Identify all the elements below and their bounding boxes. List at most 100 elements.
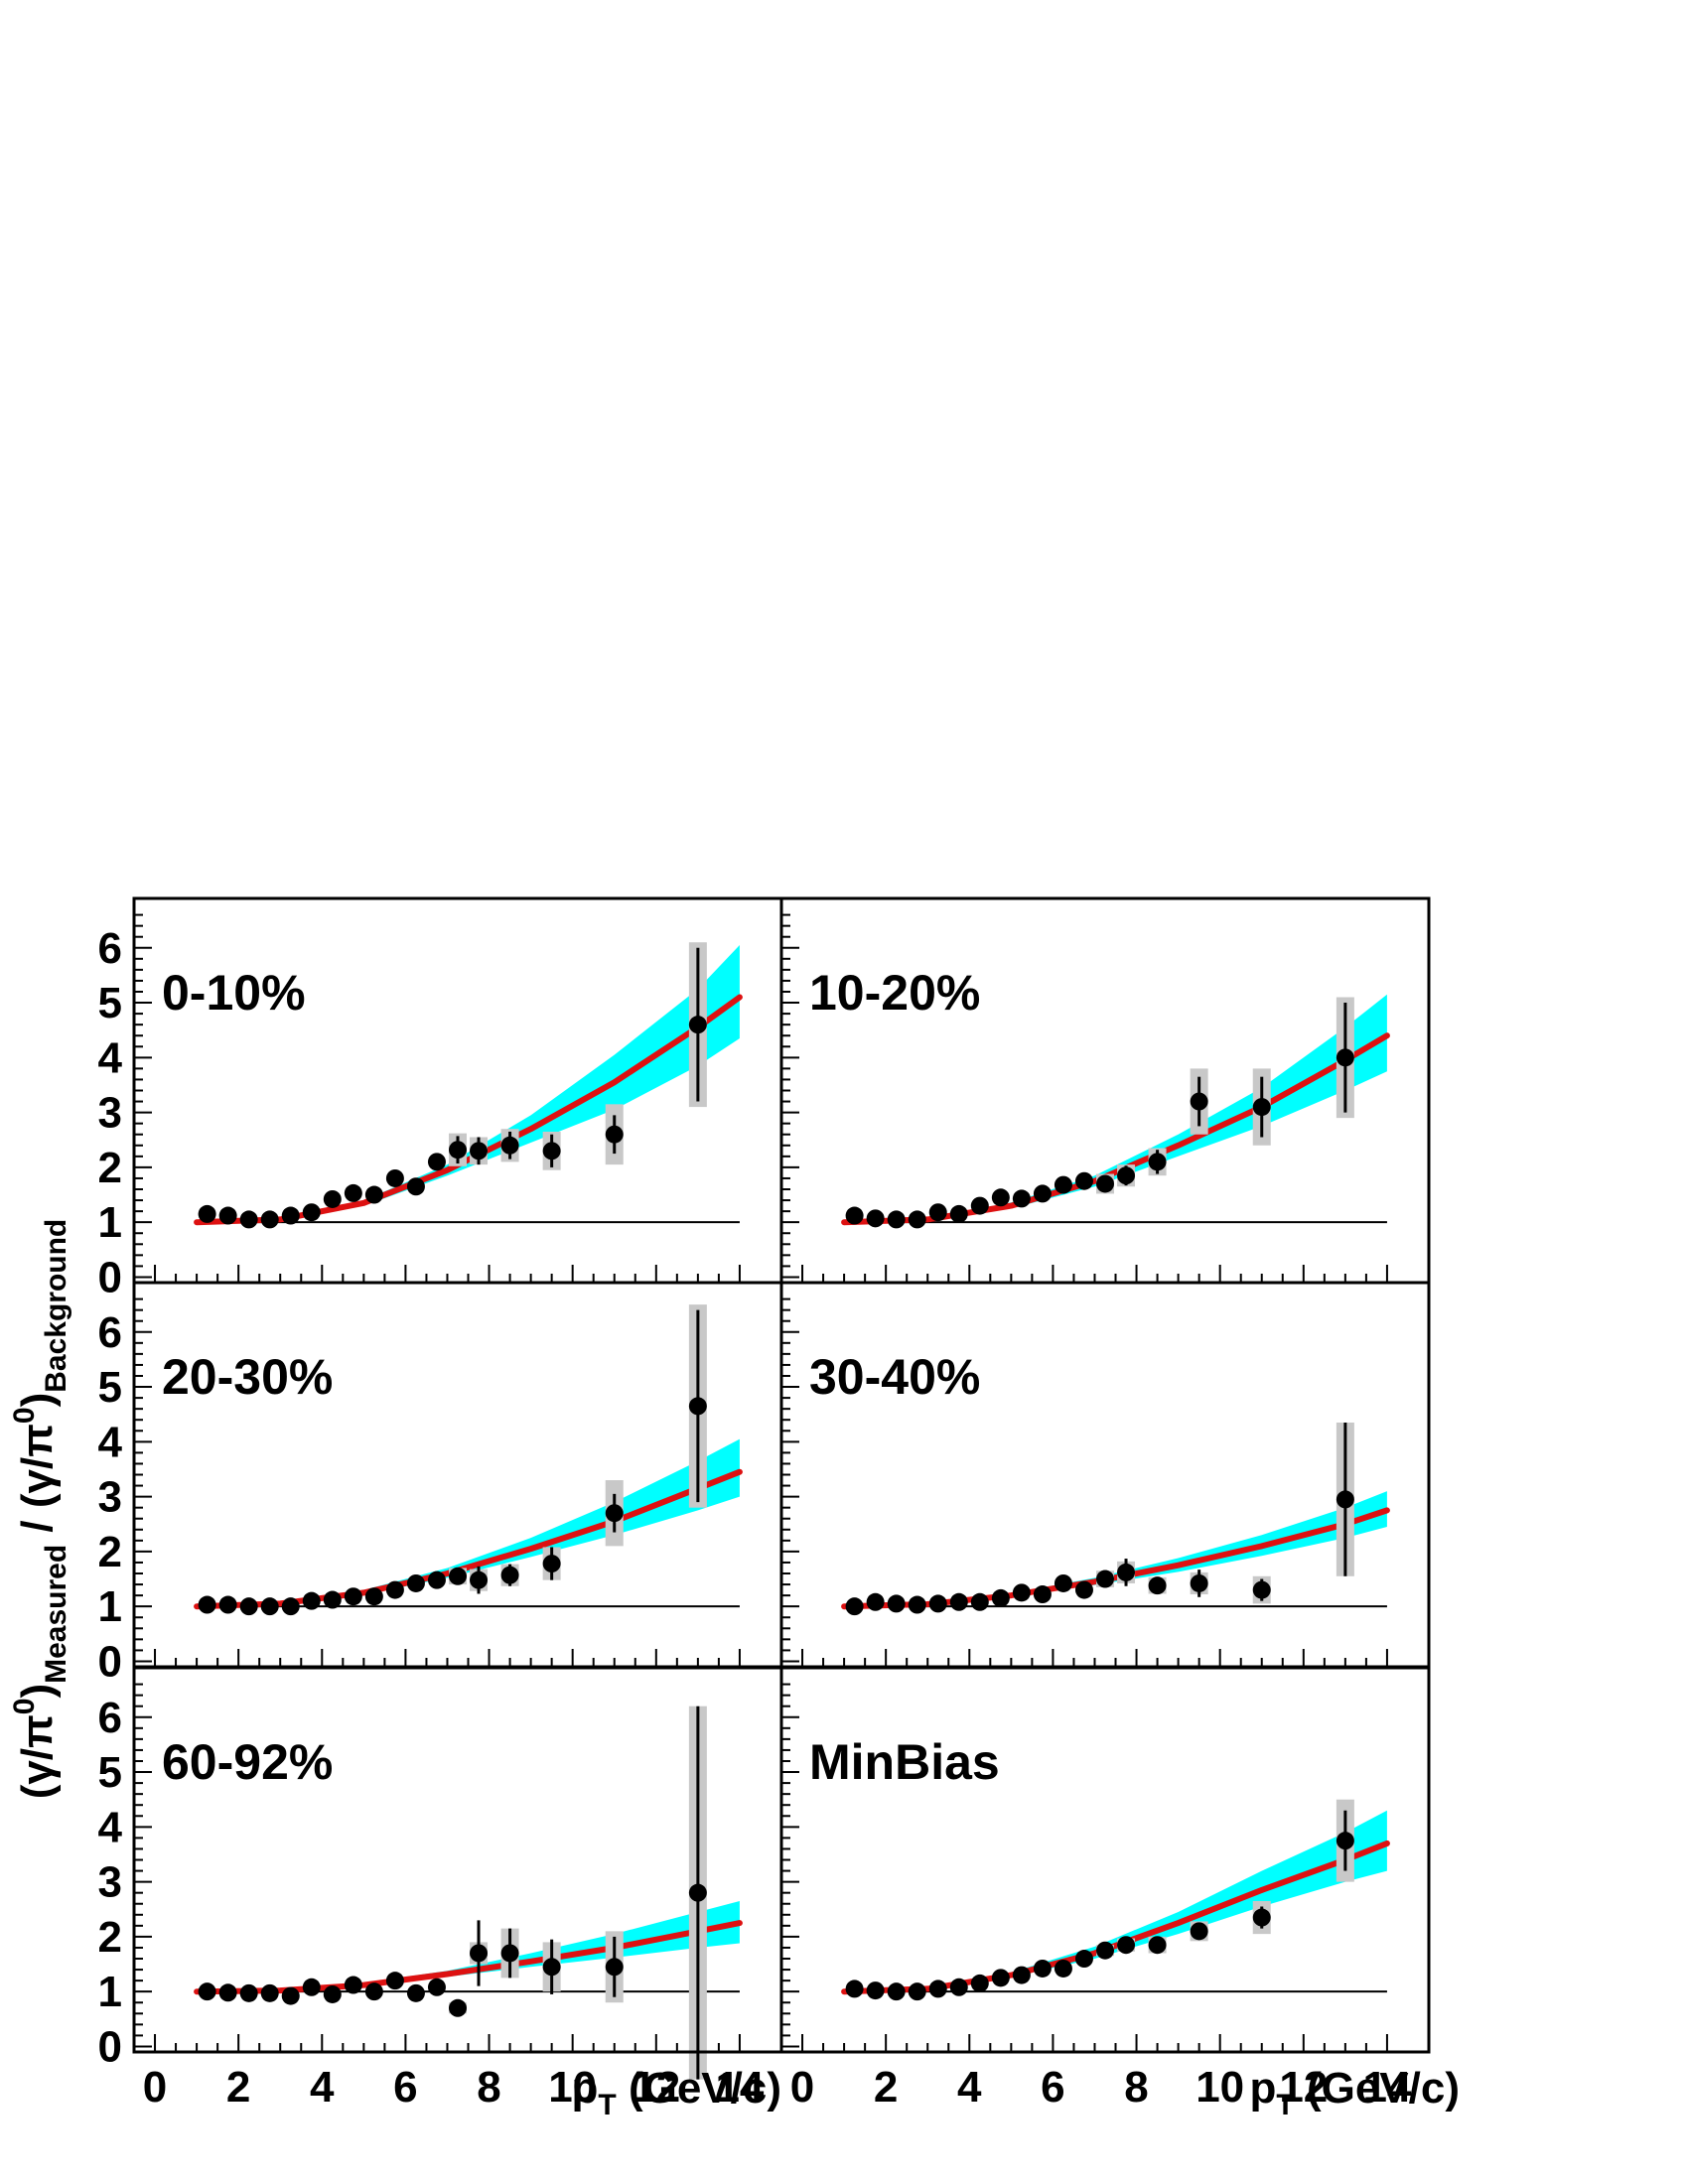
panel-label: 0-10% <box>162 965 306 1021</box>
uncertainty-band <box>844 1810 1387 1992</box>
data-point <box>323 1590 342 1609</box>
data-point <box>887 1210 906 1229</box>
data-point <box>1012 1583 1031 1602</box>
panel-0: 0 1 2 3 4 5 6 0-10% <box>98 896 783 1301</box>
panel-3: 30-40% <box>779 1281 1431 1669</box>
y-tick-label: 1 <box>98 1582 122 1631</box>
panel-label: MinBias <box>809 1734 1000 1790</box>
data-point <box>364 1587 383 1606</box>
data-point <box>323 1189 342 1208</box>
x-tick-label: 14 <box>1362 2063 1411 2112</box>
y-axis-title: (γ/π0)Measured / (γ/π0)Background <box>8 1219 72 1800</box>
data-point <box>928 1594 947 1613</box>
data-point <box>605 1958 624 1977</box>
data-point <box>260 1983 279 2002</box>
data-point <box>449 1567 467 1585</box>
data-point <box>949 1978 968 1996</box>
y-tick-label: 2 <box>98 1144 122 1192</box>
y-tick-label: 4 <box>98 1418 123 1466</box>
data-point <box>198 1595 216 1614</box>
data-point <box>281 1206 300 1225</box>
x-tick-label: 12 <box>1279 2063 1328 2112</box>
panel-frame <box>132 896 783 1285</box>
y-tick-label: 3 <box>98 1089 122 1138</box>
y-tick-label: 5 <box>98 979 122 1027</box>
data-point <box>500 1136 519 1155</box>
uncertainty-band <box>197 945 740 1223</box>
data-point <box>1033 1184 1052 1203</box>
data-point <box>218 1206 237 1225</box>
panel-label: 60-92% <box>162 1734 333 1790</box>
data-point <box>406 1573 425 1592</box>
data-point <box>385 1168 404 1187</box>
x-tick-label: 0 <box>790 2063 814 2112</box>
panel-2: 0 1 2 3 4 5 6 20-30% <box>98 1281 783 1686</box>
data-point <box>542 1555 561 1573</box>
x-tick-label: 14 <box>715 2063 764 2112</box>
y-tick-label: 6 <box>98 1694 122 1742</box>
panel-5: 0 2 4 6 8 10 12 14 MinBias <box>779 1666 1431 2112</box>
y-tick-label: 0 <box>98 1637 122 1686</box>
data-point <box>688 1397 707 1416</box>
data-point <box>949 1204 968 1223</box>
data-point <box>688 1883 707 1902</box>
y-tick-label: 0 <box>98 1253 122 1301</box>
x-axis-title-right: pT (GeV/c) <box>1250 2064 1461 2121</box>
data-point <box>542 1958 561 1977</box>
y-tick-label: 5 <box>98 1748 122 1797</box>
x-tick-label: 12 <box>632 2063 680 2112</box>
panel-label: 10-20% <box>809 965 980 1021</box>
x-tick-label: 6 <box>393 2063 417 2112</box>
panel-label: 30-40% <box>809 1349 980 1405</box>
y-tick-label: 1 <box>98 1968 122 2016</box>
x-tick-label: 6 <box>1041 2063 1064 2112</box>
data-point <box>1096 1570 1114 1588</box>
x-tick-label: 0 <box>143 2063 167 2112</box>
data-point <box>1054 1573 1072 1592</box>
data-point <box>260 1210 279 1229</box>
data-point <box>427 1570 446 1589</box>
data-point <box>908 1210 926 1229</box>
data-point <box>605 1125 624 1144</box>
x-tick-label: 2 <box>874 2063 898 2112</box>
data-point <box>1252 1908 1271 1927</box>
data-point <box>1012 1189 1031 1208</box>
data-point <box>1074 1950 1093 1969</box>
data-point <box>542 1142 561 1160</box>
data-point <box>970 1592 989 1611</box>
data-point <box>344 1183 362 1202</box>
y-tick-label: 0 <box>98 2022 122 2071</box>
data-point <box>887 1982 906 2001</box>
data-point <box>218 1983 237 2002</box>
y-tick-label: 3 <box>98 1473 122 1522</box>
uncertainty-band <box>844 994 1387 1223</box>
data-point <box>688 1016 707 1034</box>
data-point <box>845 1979 864 1998</box>
y-tick-label: 4 <box>98 1033 123 1082</box>
data-point <box>1012 1966 1031 1984</box>
uncertainty-band <box>197 1901 740 1992</box>
data-point <box>1190 1573 1208 1592</box>
data-point <box>866 1592 885 1611</box>
y-tick-label: 2 <box>98 1528 122 1576</box>
y-tick-label: 1 <box>98 1198 122 1247</box>
data-point <box>198 1982 216 2001</box>
data-point <box>302 1591 321 1610</box>
y-tick-label: 6 <box>98 924 122 973</box>
panel-1: 10-20% <box>779 896 1431 1285</box>
data-point <box>385 1972 404 1990</box>
data-point <box>1252 1580 1271 1599</box>
data-point <box>323 1984 342 2003</box>
x-tick-label: 10 <box>1196 2063 1244 2112</box>
data-point <box>364 1982 383 2001</box>
data-point <box>1033 1585 1052 1604</box>
data-point <box>1148 1576 1167 1595</box>
data-point <box>991 1969 1010 1987</box>
data-point <box>1148 1153 1167 1171</box>
uncertainty-band <box>844 1491 1387 1607</box>
data-point <box>302 1203 321 1222</box>
data-point <box>928 1203 947 1222</box>
data-point <box>1336 1490 1354 1509</box>
